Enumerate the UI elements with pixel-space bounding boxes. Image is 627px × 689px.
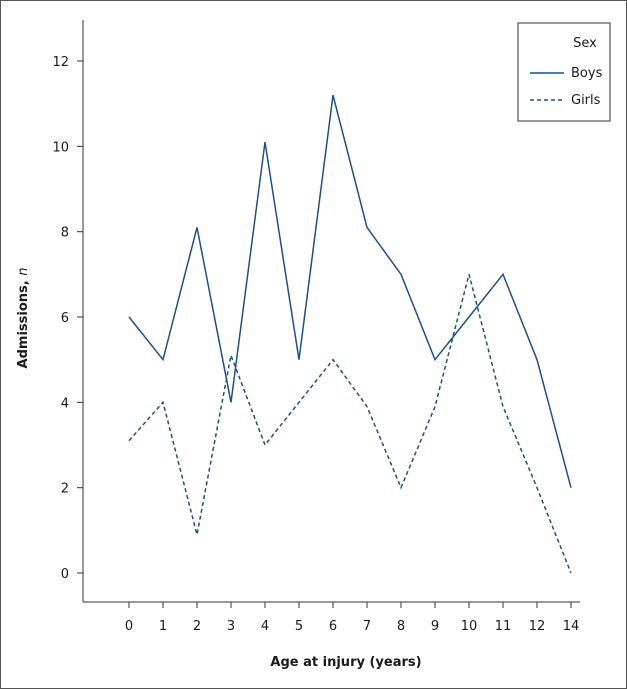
series-layer [128, 94, 572, 574]
legend: Sex Boys Girls [517, 22, 611, 122]
x-tick-label: 12 [529, 619, 546, 634]
x-axis-ticks: 0 1 2 3 4 5 6 7 8 9 10 11 12 14 [125, 602, 579, 634]
x-tick-label: 14 [563, 619, 580, 634]
y-axis-ticks: 0 2 4 6 8 10 12 [52, 55, 83, 582]
x-tick-label: 5 [295, 619, 303, 634]
x-axis-title: Age at injury (years) [270, 655, 421, 670]
x-tick-label: 7 [363, 619, 371, 634]
y-tick-label: 10 [52, 140, 69, 155]
legend-label-girls: Girls [571, 93, 601, 108]
y-tick-label: 6 [61, 311, 69, 326]
x-tick-label: 11 [495, 619, 512, 634]
y-tick-label: 0 [61, 567, 69, 582]
x-tick-label: 8 [397, 619, 405, 634]
x-tick-label: 4 [261, 619, 269, 634]
legend-title: Sex [573, 36, 597, 51]
y-axis-title-italic: n [16, 268, 31, 276]
y-tick-label: 4 [61, 396, 69, 411]
x-tick-label: 9 [431, 619, 439, 634]
y-axis-title-main: Admissions, [16, 276, 31, 369]
series-line-boys [128, 94, 572, 488]
legend-box [517, 22, 611, 122]
x-tick-label: 6 [329, 619, 337, 634]
y-tick-label: 2 [61, 482, 69, 497]
x-tick-label: 0 [125, 619, 133, 634]
series-line-girls [128, 274, 572, 574]
y-axis-title: Admissions, n [16, 268, 31, 369]
legend-label-boys: Boys [571, 66, 603, 81]
y-tick-label: 8 [61, 226, 69, 241]
x-tick-label: 1 [159, 619, 167, 634]
y-tick-label: 12 [52, 55, 69, 70]
x-tick-label: 3 [227, 619, 235, 634]
x-tick-label: 10 [461, 619, 478, 634]
x-tick-label: 2 [193, 619, 201, 634]
